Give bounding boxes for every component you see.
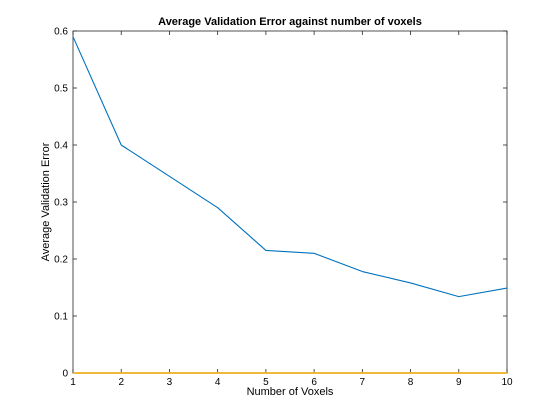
x-tick-label: 9 xyxy=(456,377,462,388)
y-axis-label: Average Validation Error xyxy=(40,142,52,261)
x-tick-label: 3 xyxy=(167,377,173,388)
x-tick-label: 5 xyxy=(263,377,269,388)
x-axis-label: Number of Voxels xyxy=(247,386,334,398)
x-tick-label: 2 xyxy=(118,377,124,388)
axes-box xyxy=(72,30,508,374)
chart-title: Average Validation Error against number … xyxy=(158,16,422,28)
y-tick-label: 0.2 xyxy=(54,255,68,266)
y-tick-label: 0.4 xyxy=(54,141,68,152)
x-tick-label: 1 xyxy=(70,377,76,388)
y-tick-label: 0.6 xyxy=(54,27,68,38)
x-tick-label: 10 xyxy=(501,377,513,388)
x-tick-label: 4 xyxy=(215,377,221,388)
y-tick-label: 0.1 xyxy=(54,312,68,323)
x-tick-label: 7 xyxy=(360,377,366,388)
y-tick-label: 0.5 xyxy=(54,84,68,95)
x-tick-label: 8 xyxy=(408,377,414,388)
plot-area: 1 2 3 4 5 6 7 8 9 10 0 0.1 0.2 0.3 0.4 0.5 0.6 xyxy=(54,27,513,389)
y-tick-label: 0 xyxy=(62,369,68,380)
series-line xyxy=(72,36,508,298)
x-tick-label: 6 xyxy=(311,377,317,388)
y-tick-label: 0.3 xyxy=(54,198,68,209)
